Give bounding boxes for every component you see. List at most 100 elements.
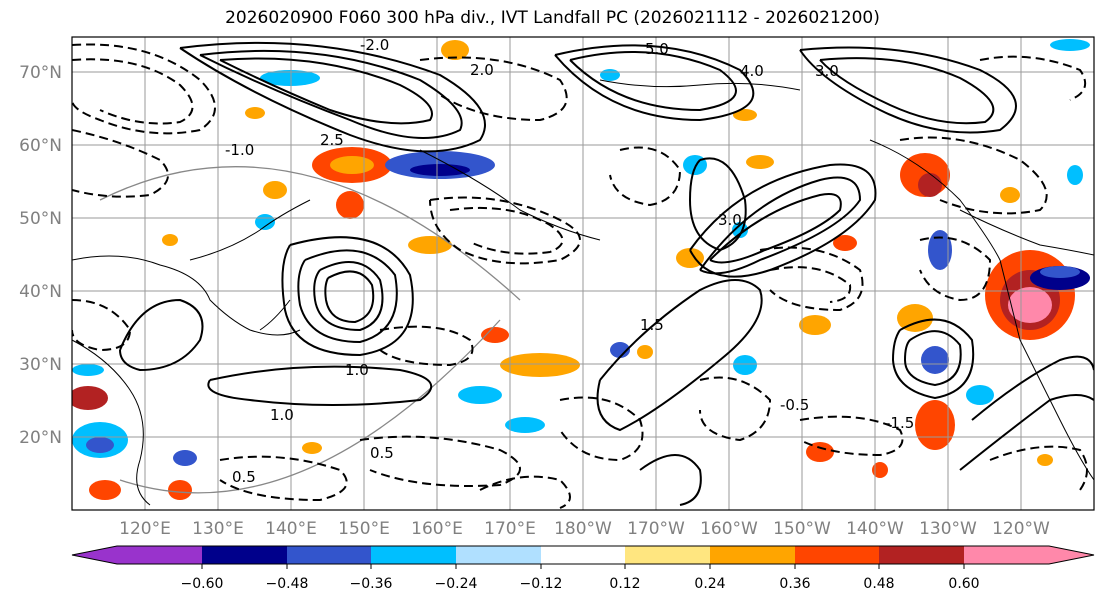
contour-label: 0.5 <box>232 468 256 486</box>
shade-blob <box>733 109 757 121</box>
lat-label: 40°N <box>19 282 62 302</box>
shade-blob <box>600 69 620 81</box>
shade-blob <box>302 442 322 454</box>
colorbar-segment <box>541 546 625 564</box>
shade-blob <box>505 417 545 433</box>
dashed-contours <box>72 43 1088 509</box>
coastlines <box>72 79 1094 506</box>
colorbar-segment <box>795 546 879 564</box>
contour-label: 0.5 <box>370 444 394 462</box>
shade-blob <box>833 235 857 251</box>
solid-contours <box>119 41 1094 506</box>
shade-blob <box>676 248 704 268</box>
lon-label: 160°E <box>411 519 463 539</box>
colorbar-tick-label: 0.36 <box>779 576 810 592</box>
lat-label: 30°N <box>19 355 62 375</box>
lon-label: 180°W <box>554 519 612 539</box>
lon-label: 120°W <box>992 519 1050 539</box>
colorbar: −0.60 −0.48 −0.36 −0.24 −0.12 0.12 0.24 … <box>71 545 1095 592</box>
colorbar-ticks <box>201 564 965 569</box>
shade-blob <box>921 346 949 374</box>
shade-blob <box>806 442 834 462</box>
lon-label: 130°E <box>192 519 244 539</box>
shade-blob <box>637 345 653 359</box>
colorbar-high-extend <box>1049 546 1094 564</box>
colorbar-tick-label: −0.24 <box>435 576 478 592</box>
shade-blob <box>441 40 469 60</box>
shade-blob <box>72 364 104 376</box>
shade-blob <box>966 385 994 405</box>
longitude-labels: 120°E 130°E 140°E 150°E 160°E 170°E 180°… <box>119 519 1050 539</box>
colorbar-segment <box>879 546 964 564</box>
colorbar-tick-label: −0.60 <box>181 576 224 592</box>
shade-blob <box>458 386 502 404</box>
contour-label: 2.0 <box>470 61 494 79</box>
colorbar-segment <box>202 546 287 564</box>
shade-blob <box>1037 454 1053 466</box>
shade-blob <box>162 234 178 246</box>
colorbar-tick-label: −0.12 <box>520 576 563 592</box>
colorbar-tick-label: 0.48 <box>863 576 894 592</box>
colorbar-outline <box>71 545 1095 565</box>
contour-label: 1.0 <box>345 361 369 379</box>
lat-label: 50°N <box>19 209 62 229</box>
contour-label: -1.5 <box>885 414 914 432</box>
shade-blob <box>610 342 630 358</box>
lon-label: 160°W <box>700 519 758 539</box>
shade-blob <box>260 70 320 86</box>
shade-blob <box>89 480 121 500</box>
shade-blob <box>1040 266 1080 278</box>
shade-blob <box>746 155 774 169</box>
shade-blob <box>173 450 197 466</box>
colorbar-tick-label: 0.12 <box>609 576 640 592</box>
contour-label: 1.5 <box>640 316 664 334</box>
colorbar-segment <box>287 546 371 564</box>
colorbar-low-extend <box>72 546 117 564</box>
shade-blob <box>330 156 374 174</box>
lon-label: 150°E <box>338 519 390 539</box>
lat-label: 60°N <box>19 136 62 156</box>
colorbar-tick-label: −0.48 <box>266 576 309 592</box>
contour-label: 1.0 <box>270 406 294 424</box>
contour-label: 5.0 <box>645 40 669 58</box>
colorbar-segment <box>964 546 1049 564</box>
lat-label: 70°N <box>19 63 62 83</box>
lon-label: 140°E <box>265 519 317 539</box>
shade-blob <box>500 353 580 377</box>
colorbar-segment <box>710 546 795 564</box>
shade-blob <box>1067 165 1083 185</box>
colorbar-tick-label: −0.36 <box>350 576 393 592</box>
colorbar-tick-label: 0.60 <box>948 576 979 592</box>
shade-blob <box>410 164 470 176</box>
shade-blob <box>72 386 108 410</box>
contour-label: 4.0 <box>740 62 764 80</box>
shade-blob <box>1000 187 1020 203</box>
shade-blob <box>408 236 452 254</box>
contour-label: -0.5 <box>780 396 809 414</box>
lon-label: 170°W <box>627 519 685 539</box>
shade-blob <box>683 155 707 175</box>
colorbar-segment <box>117 546 202 564</box>
shade-blob <box>168 480 192 500</box>
contour-label: -2.0 <box>360 36 389 54</box>
latitude-labels: 70°N 60°N 50°N 40°N 30°N 20°N <box>19 63 62 448</box>
shade-blob <box>872 462 888 478</box>
map-layers: 2.0 5.0 3.0 4.0 1.0 0.5 1.5 2.5 -0.5 -1.… <box>72 36 1094 510</box>
shade-blob <box>481 327 509 343</box>
lon-label: 170°E <box>484 519 536 539</box>
colorbar-segment <box>625 546 710 564</box>
shade-blob <box>897 304 933 332</box>
contour-label: 2.5 <box>320 131 344 149</box>
shade-blob <box>918 173 942 197</box>
colorbar-tick-label: 0.24 <box>694 576 725 592</box>
divergence-shading <box>72 39 1090 500</box>
colorbar-segment <box>371 546 456 564</box>
lon-label: 140°W <box>846 519 904 539</box>
shade-blob <box>245 107 265 119</box>
contour-labels: 2.0 5.0 3.0 4.0 1.0 0.5 1.5 2.5 -0.5 -1.… <box>225 36 914 486</box>
map-title: 2026020900 F060 300 hPa div., IVT Landfa… <box>225 8 880 28</box>
map-border <box>71 36 1095 511</box>
shade-blob <box>1050 39 1090 51</box>
colorbar-segment <box>456 546 541 564</box>
